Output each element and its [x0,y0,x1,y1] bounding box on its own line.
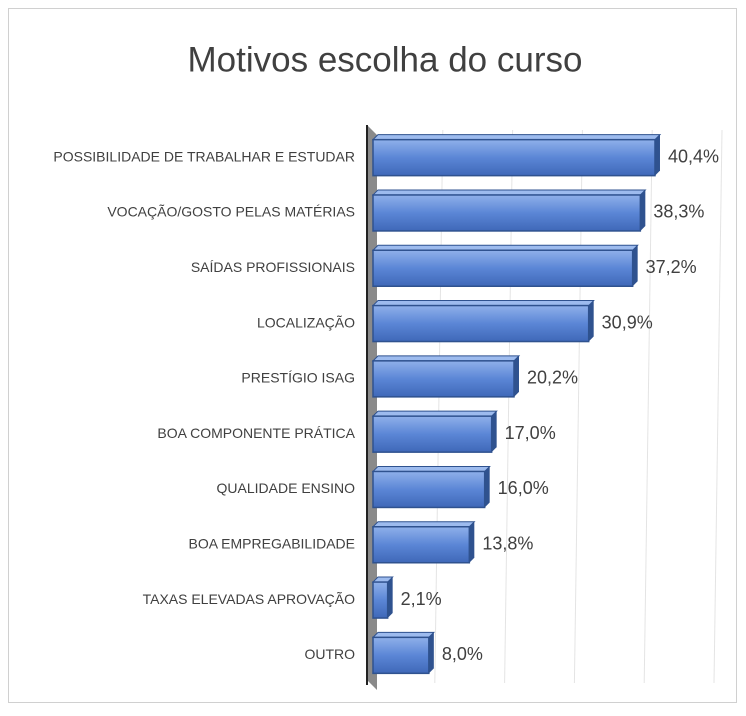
y-tick-label: VOCAÇÃO/GOSTO PELAS MATÉRIAS [107,204,355,220]
bar-side [654,134,660,176]
bar [372,304,590,343]
data-label: 38,3% [653,202,704,222]
bar-side [632,245,638,287]
grid-line [643,129,653,684]
bar [372,194,642,232]
bar [372,360,515,398]
bar [372,470,486,509]
bar-side [588,300,594,342]
data-label: 30,9% [602,312,653,332]
y-tick-label: TAXAS ELEVADAS APROVAÇÃO [143,591,356,607]
y-tick-label: OUTRO [304,646,355,662]
data-label: 13,8% [482,534,533,554]
y-tick-label: SAÍDAS PROFISSIONAIS [191,259,355,275]
y-tick-label: QUALIDADE ENSINO [217,480,356,496]
bar [372,415,493,453]
bar-side [428,632,434,674]
data-label: 8,0% [442,644,483,664]
data-label: 17,0% [505,423,556,443]
data-label: 16,0% [498,478,549,498]
data-label: 40,4% [668,146,719,166]
bar [372,526,471,564]
y-tick-label: POSSIBILIDADE DE TRABALHAR E ESTUDAR [53,148,355,164]
y-tick-label: BOA COMPONENTE PRÁTICA [157,425,355,441]
bar [372,636,430,675]
data-label: 37,2% [646,257,697,277]
y-tick-label: BOA EMPREGABILIDADE [189,535,356,551]
data-label: 20,2% [527,368,578,388]
chart-title: Motivos escolha do curso [188,40,583,79]
bar-side [513,355,519,397]
bar [372,581,389,619]
bar-side [491,411,497,453]
y-tick-label: PRESTÍGIO ISAG [241,370,355,386]
grid-line [713,129,723,684]
bar [372,138,656,177]
data-label: 2,1% [401,589,442,609]
bar-side [640,189,646,231]
bar-side [484,466,490,508]
bar-side [387,577,393,619]
bar-side [469,521,475,563]
bar [372,249,634,287]
y-tick-label: LOCALIZAÇÃO [257,314,355,330]
